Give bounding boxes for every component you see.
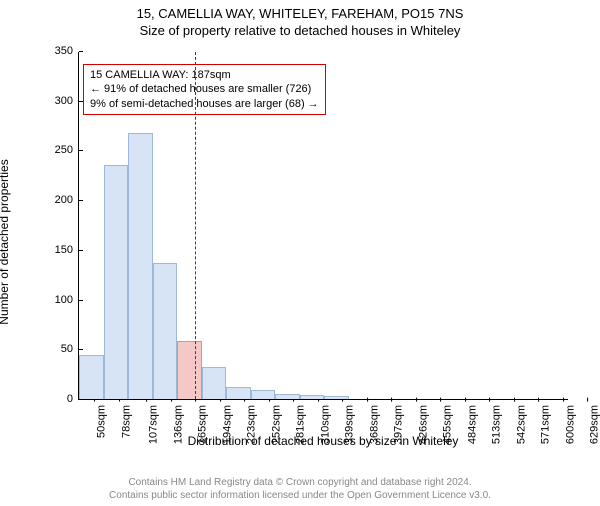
footer-line-2: Contains public sector information licen… [0,490,600,503]
reference-line [195,52,196,399]
histogram-bar [79,355,104,399]
histogram-bar [128,133,153,399]
histogram-bar [202,367,227,399]
histogram-bar [300,395,325,399]
y-tick: 350 [55,45,79,57]
annotation-line: 9% of semi-detached houses are larger (6… [90,97,319,111]
annotation-box: 15 CAMELLIA WAY: 187sqm← 91% of detached… [83,64,326,115]
histogram-bar [226,387,251,399]
annotation-line: 15 CAMELLIA WAY: 187sqm [90,68,319,82]
y-tick: 250 [55,144,79,156]
histogram-bar [251,390,276,399]
histogram-bar [104,165,129,399]
title-sub: Size of property relative to detached ho… [0,23,600,38]
histogram-bar [275,394,300,399]
y-tick: 150 [55,244,79,256]
chart-titles: 15, CAMELLIA WAY, WHITELEY, FAREHAM, PO1… [0,6,600,38]
x-tick: 629sqm [589,405,600,444]
footer-line-1: Contains HM Land Registry data © Crown c… [0,477,600,490]
y-tick: 200 [55,194,79,206]
histogram-bar [153,263,178,399]
y-tick: 50 [61,343,79,355]
title-main: 15, CAMELLIA WAY, WHITELEY, FAREHAM, PO1… [0,6,600,21]
histogram-bar [177,341,202,399]
y-tick: 100 [55,294,79,306]
histogram-bar [324,396,349,399]
chart-area: Number of detached properties 15 CAMELLI… [48,52,580,432]
annotation-line: ← 91% of detached houses are smaller (72… [90,82,319,96]
footer-attribution: Contains HM Land Registry data © Crown c… [0,477,600,502]
y-tick: 0 [67,393,79,405]
plot-region: 15 CAMELLIA WAY: 187sqm← 91% of detached… [78,52,568,400]
y-axis-label: Number of detached properties [0,159,11,324]
y-tick: 300 [55,95,79,107]
x-axis-label: Distribution of detached houses by size … [78,434,568,448]
